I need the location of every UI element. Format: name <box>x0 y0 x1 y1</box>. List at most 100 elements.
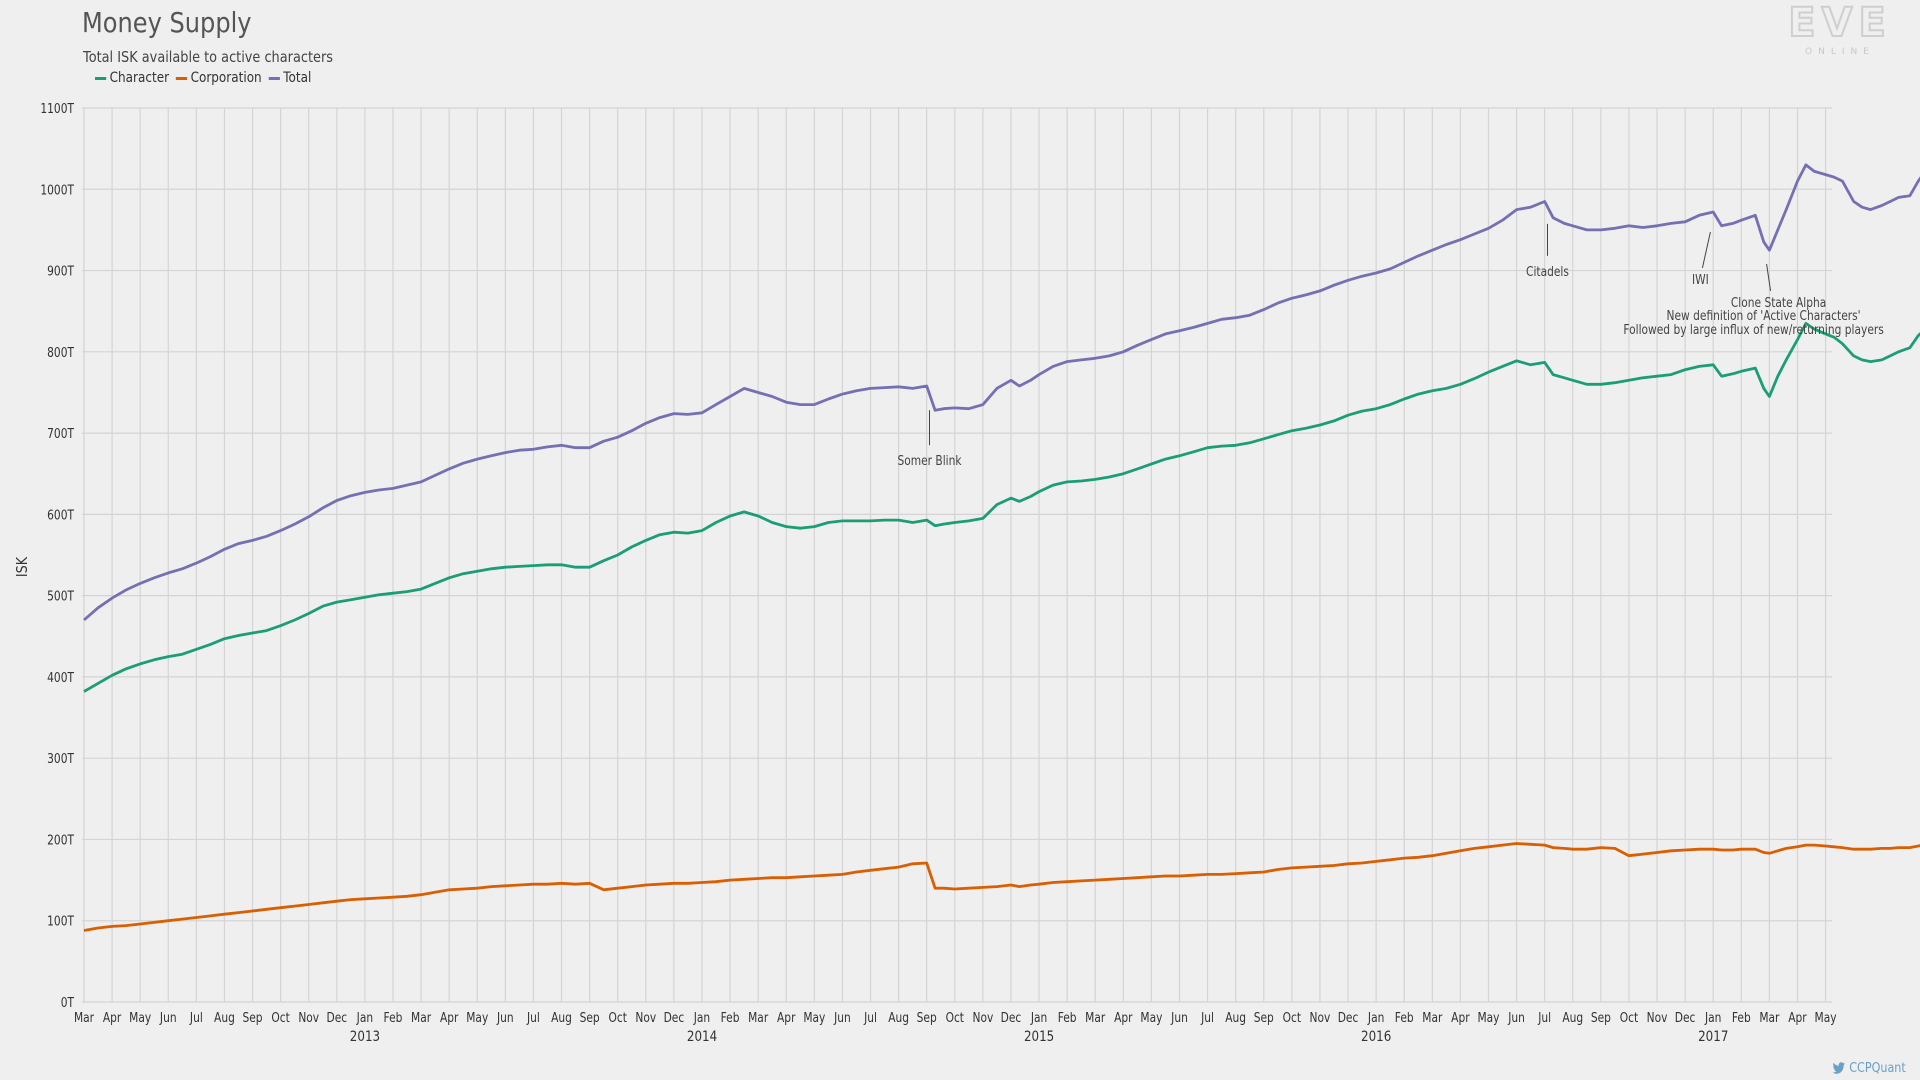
x-tick-label: Nov <box>298 1010 319 1025</box>
x-tick-label: Aug <box>1225 1010 1246 1025</box>
x-tick-label: Mar <box>1759 1010 1779 1025</box>
x-tick-label: Oct <box>946 1010 965 1025</box>
x-tick-label: Sep <box>243 1010 263 1025</box>
x-tick-label: Dec <box>1675 1010 1696 1025</box>
x-tick-label: Jul <box>1200 1010 1214 1025</box>
x-tick-label: May <box>129 1010 151 1025</box>
annotation-somer-blink: Somer Blink <box>897 453 961 468</box>
page-title: Money Supply <box>82 6 252 39</box>
x-tick-label: Apr <box>1451 1010 1470 1025</box>
legend-swatch-total <box>268 76 280 80</box>
x-tick-label: Feb <box>384 1010 403 1025</box>
y-tick-label: 1000T <box>40 182 74 197</box>
x-tick-label: Jun <box>1170 1010 1188 1025</box>
x-tick-label: Nov <box>1647 1010 1668 1025</box>
x-tick-label: Jul <box>1537 1010 1551 1025</box>
x-tick-label: Jan <box>1704 1010 1721 1025</box>
x-tick-label: Dec <box>1001 1010 1022 1025</box>
x-tick-label: Apr <box>1114 1010 1133 1025</box>
legend-item-character: Character <box>95 70 169 86</box>
x-tick-label: Nov <box>1310 1010 1331 1025</box>
y-axis-label: ISK <box>14 556 31 577</box>
x-tick-label: May <box>803 1010 825 1025</box>
annotation-clone-state-alpha: Clone State Alpha <box>1731 295 1826 310</box>
annotation-active-characters: New definition of 'Active Characters' <box>1667 308 1861 323</box>
footer-credit: CCPQuant <box>1832 1061 1906 1076</box>
series-line-total <box>83 163 1920 622</box>
x-tick-label: Apr <box>440 1010 459 1025</box>
x-tick-label: Aug <box>551 1010 572 1025</box>
legend-item-total: Total <box>268 70 312 86</box>
x-tick-label: May <box>1477 1010 1499 1025</box>
legend-item-corporation: Corporation <box>175 70 262 86</box>
legend-swatch-character <box>95 76 107 80</box>
y-tick-label: 900T <box>47 264 74 279</box>
x-tick-label: Dec <box>327 1010 348 1025</box>
x-tick-label: Sep <box>917 1010 937 1025</box>
series-line-character <box>83 322 1920 693</box>
page-subtitle: Total ISK available to active characters <box>83 48 333 66</box>
y-tick-label: 400T <box>47 670 74 685</box>
x-tick-label: Oct <box>1283 1010 1302 1025</box>
annotation-influx: Followed by large influx of new/returnin… <box>1623 322 1883 337</box>
x-tick-label: Nov <box>635 1010 656 1025</box>
x-tick-label: Dec <box>664 1010 685 1025</box>
x-year-label: 2015 <box>1024 1029 1054 1045</box>
x-tick-label: Sep <box>1591 1010 1611 1025</box>
legend-swatch-corporation <box>175 76 188 80</box>
y-tick-label: 1100T <box>40 101 74 116</box>
x-tick-label: Oct <box>608 1010 627 1025</box>
x-tick-label: Mar <box>1085 1010 1105 1025</box>
x-tick-label: Aug <box>1562 1010 1583 1025</box>
y-tick-label: 100T <box>47 914 74 929</box>
logo-sub-text: ONLINE <box>1805 47 1875 57</box>
annotation-pointer <box>1701 231 1711 269</box>
x-tick-label: Oct <box>1620 1010 1639 1025</box>
x-tick-label: Jun <box>1507 1010 1525 1025</box>
x-tick-label: Feb <box>721 1010 740 1025</box>
x-tick-label: Apr <box>1788 1010 1807 1025</box>
x-tick-label: Apr <box>103 1010 122 1025</box>
x-tick-label: Jun <box>833 1010 851 1025</box>
x-tick-label: Jul <box>863 1010 877 1025</box>
annotation-citadels: Citadels <box>1526 264 1569 279</box>
x-tick-label: Feb <box>1395 1010 1414 1025</box>
x-tick-label: Sep <box>580 1010 600 1025</box>
x-tick-label: Jan <box>1367 1010 1384 1025</box>
x-year-label: 2017 <box>1698 1029 1728 1045</box>
x-tick-label: Mar <box>74 1010 94 1025</box>
x-tick-label: Jul <box>526 1010 540 1025</box>
x-tick-label: Jun <box>159 1010 177 1025</box>
x-tick-label: Jan <box>356 1010 373 1025</box>
y-tick-label: 300T <box>47 751 74 766</box>
y-tick-label: 500T <box>47 589 74 604</box>
x-tick-label: May <box>1140 1010 1162 1025</box>
footer-handle: CCPQuant <box>1849 1061 1906 1076</box>
x-tick-label: Jun <box>496 1010 514 1025</box>
eve-online-logo: EVE ONLINE <box>1787 2 1892 57</box>
logo-main-text: EVE <box>1788 2 1892 46</box>
x-tick-label: Aug <box>214 1010 235 1025</box>
bird-icon <box>1832 1062 1846 1074</box>
x-tick-label: Jan <box>1030 1010 1047 1025</box>
x-tick-label: May <box>466 1010 488 1025</box>
y-tick-label: 200T <box>47 832 74 847</box>
x-year-label: 2014 <box>687 1029 717 1045</box>
legend-label-total: Total <box>283 70 312 86</box>
annotation-pointer <box>1766 263 1772 291</box>
x-tick-label: Mar <box>748 1010 768 1025</box>
x-year-label: 2016 <box>1361 1029 1391 1045</box>
grid-lines <box>82 107 1832 1003</box>
x-tick-label: Dec <box>1338 1010 1359 1025</box>
x-tick-label: May <box>1815 1010 1837 1025</box>
x-tick-label: Apr <box>777 1010 796 1025</box>
x-tick-label: Sep <box>1254 1010 1274 1025</box>
x-tick-label: Jul <box>189 1010 203 1025</box>
series-line-corporation <box>83 842 1920 932</box>
annotation-iwi: IWI <box>1692 272 1709 287</box>
chart-legend: Character Corporation Total <box>95 70 311 86</box>
legend-label-corporation: Corporation <box>190 70 262 86</box>
x-tick-label: Feb <box>1732 1010 1751 1025</box>
x-tick-label: Mar <box>411 1010 431 1025</box>
